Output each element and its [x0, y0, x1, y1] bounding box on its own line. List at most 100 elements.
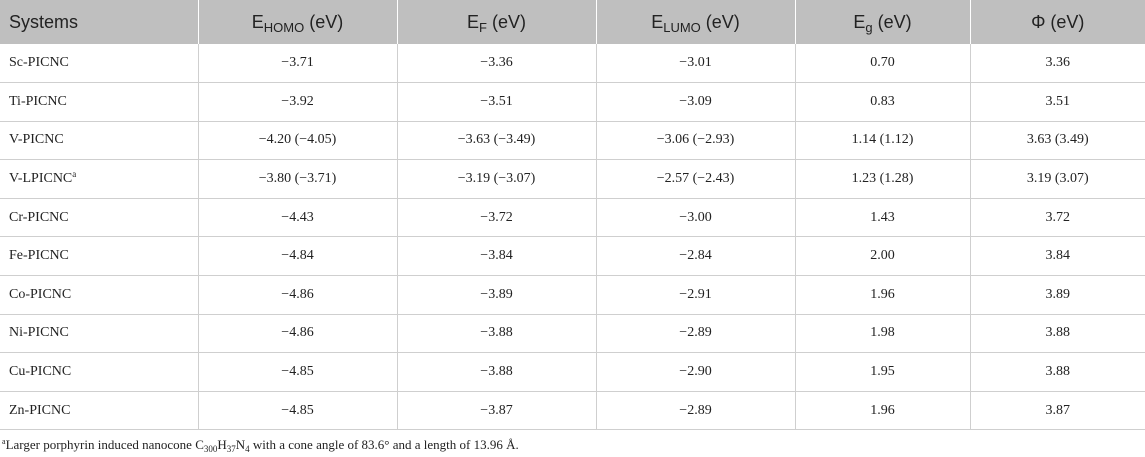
cell-phi: 3.87 [969, 391, 1145, 431]
header-e-g-unit: (eV) [872, 11, 912, 32]
header-phi: Φ (eV) [969, 0, 1145, 44]
header-e-lumo-main: E [651, 11, 664, 32]
table-body: Sc-PICNC −3.71 −3.36 −3.01 0.70 3.36 Ti-… [0, 44, 1145, 431]
cell-phi: 3.89 [969, 275, 1145, 315]
cell-e-f: −3.72 [396, 198, 596, 238]
cell-phi: 3.36 [969, 44, 1145, 84]
cell-system: V-LPICNCa [0, 159, 198, 199]
table-row: Cr-PICNC −4.43 −3.72 −3.00 1.43 3.72 [0, 198, 1145, 238]
cell-e-g: 1.43 [794, 198, 970, 238]
cell-e-homo: −4.86 [197, 314, 397, 354]
cell-e-lumo: −3.09 [595, 82, 795, 122]
header-e-g-sub: g [865, 19, 873, 35]
header-e-homo-main: E [251, 11, 264, 32]
cell-e-lumo: −3.06 (−2.93) [595, 121, 795, 161]
system-name: Co-PICNC [9, 286, 72, 302]
cell-system: Sc-PICNC [0, 44, 198, 84]
header-e-lumo-unit: (eV) [700, 11, 740, 32]
cell-system: Ni-PICNC [0, 314, 198, 354]
cell-e-g: 1.96 [794, 275, 970, 315]
header-e-lumo: ELUMO (eV) [595, 0, 795, 44]
table-row: Co-PICNC −4.86 −3.89 −2.91 1.96 3.89 [0, 275, 1145, 315]
footnote-marker: a [2, 437, 6, 446]
energy-levels-table: Systems EHOMO (eV) EF (eV) ELUMO (eV) Eg… [0, 0, 1145, 431]
cell-e-lumo: −2.84 [595, 236, 795, 277]
header-e-homo: EHOMO (eV) [197, 0, 397, 44]
cell-e-f: −3.51 [396, 82, 596, 122]
cell-system: Co-PICNC [0, 275, 198, 315]
cell-e-homo: −4.86 [197, 275, 397, 315]
cell-e-f: −3.87 [396, 391, 596, 431]
cell-phi: 3.84 [969, 236, 1145, 277]
cell-e-homo: −3.92 [197, 82, 397, 122]
table-footnote: aLarger porphyrin induced nanocone C300H… [2, 437, 519, 454]
cell-system: Cu-PICNC [0, 352, 198, 392]
footnote-text-before: Larger porphyrin induced nanocone C [5, 437, 204, 452]
cell-e-g: 1.95 [794, 352, 970, 392]
system-name: Cr-PICNC [9, 209, 69, 225]
header-e-f-unit: (eV) [486, 11, 526, 32]
table-row: Fe-PICNC −4.84 −3.84 −2.84 2.00 3.84 [0, 236, 1145, 277]
cell-phi: 3.72 [969, 198, 1145, 238]
system-name: V-PICNC [9, 132, 64, 148]
table-row: Ti-PICNC −3.92 −3.51 −3.09 0.83 3.51 [0, 82, 1145, 122]
cell-e-f: −3.36 [396, 44, 596, 84]
header-row: Systems EHOMO (eV) EF (eV) ELUMO (eV) Eg… [0, 0, 1145, 44]
cell-e-homo: −4.85 [197, 391, 397, 431]
footnote-sub-3: 4 [245, 444, 250, 454]
cell-e-homo: −3.80 (−3.71) [197, 159, 397, 199]
cell-system: Zn-PICNC [0, 391, 198, 431]
cell-system: Fe-PICNC [0, 236, 198, 277]
cell-e-homo: −4.20 (−4.05) [197, 121, 397, 161]
cell-e-homo: −4.85 [197, 352, 397, 392]
cell-e-g: 1.14 (1.12) [794, 121, 970, 161]
cell-phi: 3.88 [969, 314, 1145, 354]
cell-e-lumo: −3.01 [595, 44, 795, 84]
cell-phi: 3.51 [969, 82, 1145, 122]
header-e-g: Eg (eV) [794, 0, 970, 44]
table-row: V-LPICNCa −3.80 (−3.71) −3.19 (−3.07) −2… [0, 159, 1145, 199]
footnote-text-after: with a cone angle of 83.6° and a length … [249, 437, 519, 452]
cell-system: Cr-PICNC [0, 198, 198, 238]
cell-e-g: 1.23 (1.28) [794, 159, 970, 199]
cell-phi: 3.63 (3.49) [969, 121, 1145, 161]
cell-e-lumo: −2.57 (−2.43) [595, 159, 795, 199]
system-name: Ti-PICNC [9, 93, 67, 109]
footnote-mid-1: H [217, 437, 227, 452]
table-row: Zn-PICNC −4.85 −3.87 −2.89 1.96 3.87 [0, 391, 1145, 431]
footnote-sub-2: 37 [226, 444, 236, 454]
cell-e-f: −3.88 [396, 314, 596, 354]
header-e-homo-unit: (eV) [304, 11, 344, 32]
system-footnote-marker: a [72, 169, 77, 180]
cell-e-homo: −4.84 [197, 236, 397, 277]
system-name: Ni-PICNC [9, 325, 69, 341]
system-name: V-LPICNC [9, 171, 73, 187]
cell-e-g: 1.96 [794, 391, 970, 431]
cell-e-f: −3.63 (−3.49) [396, 121, 596, 161]
header-e-f-main: E [467, 11, 480, 32]
cell-system: V-PICNC [0, 121, 198, 161]
footnote-mid-2: N [235, 437, 246, 452]
cell-e-lumo: −2.89 [595, 391, 795, 431]
cell-system: Ti-PICNC [0, 82, 198, 122]
cell-e-lumo: −2.89 [595, 314, 795, 354]
cell-e-g: 1.98 [794, 314, 970, 354]
header-e-g-main: E [853, 11, 866, 32]
cell-e-g: 0.83 [794, 82, 970, 122]
header-e-f: EF (eV) [396, 0, 596, 44]
header-e-f-sub: F [479, 19, 487, 35]
header-e-lumo-sub: LUMO [663, 19, 701, 35]
cell-e-f: −3.89 [396, 275, 596, 315]
system-name: Zn-PICNC [9, 402, 71, 418]
table-row: Sc-PICNC −3.71 −3.36 −3.01 0.70 3.36 [0, 44, 1145, 84]
header-systems: Systems [9, 11, 79, 32]
cell-e-lumo: −2.90 [595, 352, 795, 392]
cell-e-lumo: −2.91 [595, 275, 795, 315]
header-e-homo-sub: HOMO [263, 19, 305, 35]
cell-e-homo: −3.71 [197, 44, 397, 84]
system-name: Cu-PICNC [9, 364, 72, 380]
cell-e-g: 2.00 [794, 236, 970, 277]
system-name: Fe-PICNC [9, 248, 69, 264]
cell-e-f: −3.84 [396, 236, 596, 277]
cell-phi: 3.19 (3.07) [969, 159, 1145, 199]
